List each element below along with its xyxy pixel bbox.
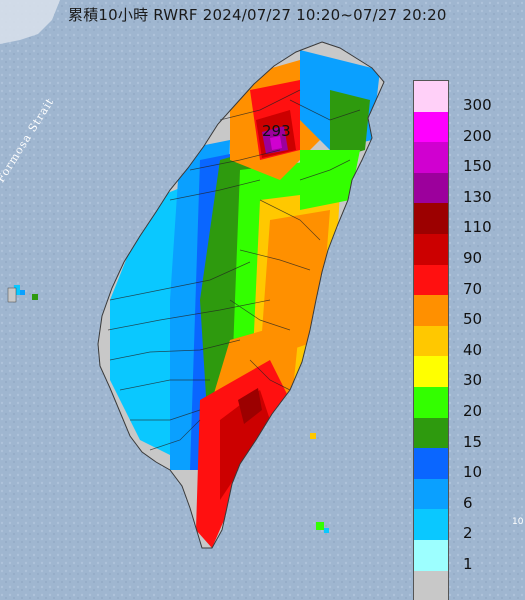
legend-label: 10 — [463, 463, 483, 482]
legend-label: 15 — [463, 432, 483, 451]
legend-swatch — [414, 478, 448, 510]
offshore-echo — [310, 433, 316, 439]
legend-swatch — [414, 417, 448, 449]
legend-swatch — [414, 172, 448, 204]
taiwan-outline — [97, 41, 385, 549]
legend-label: 70 — [463, 279, 483, 298]
legend-label: 40 — [463, 340, 483, 359]
legend-label: 1 — [463, 555, 473, 573]
legend-swatch — [414, 509, 448, 540]
legend-swatch — [414, 448, 448, 479]
legend-swatch — [414, 264, 448, 296]
legend-swatch — [414, 142, 448, 173]
legend-label: 300 — [463, 96, 492, 114]
legend-label: 110 — [463, 218, 492, 237]
offshore-echo — [316, 522, 324, 530]
legend-label: 90 — [463, 249, 483, 267]
legend-swatch — [414, 386, 448, 418]
legend-swatch — [414, 111, 448, 143]
legend-swatch — [414, 570, 448, 600]
offshore-echo — [324, 528, 329, 533]
legend-swatch — [414, 539, 448, 571]
legend-colorbar — [413, 80, 449, 600]
offshore-echo — [14, 285, 20, 295]
legend-label: 50 — [463, 310, 483, 329]
legend-label: 30 — [463, 371, 483, 390]
legend-swatch — [414, 356, 448, 387]
legend-swatch — [414, 295, 448, 326]
legend-swatch — [414, 325, 448, 357]
legend-label: 150 — [463, 157, 492, 176]
edge-number: 10 — [512, 517, 524, 527]
legend-swatch — [414, 233, 448, 265]
penghu-islands — [7, 287, 17, 303]
legend-label: 200 — [463, 126, 492, 145]
legend-label: 130 — [463, 187, 492, 206]
legend-swatch — [414, 203, 448, 234]
legend-label: 2 — [463, 524, 473, 543]
offshore-echo — [32, 294, 38, 300]
coastline-mainland — [0, 0, 60, 44]
map-title: 累積10小時 RWRF 2024/07/27 10:20~07/27 20:20 — [68, 6, 447, 24]
offshore-echo — [20, 290, 25, 295]
legend-swatch — [414, 81, 448, 112]
max-value-label: 293 — [262, 122, 291, 140]
river-lines — [107, 89, 361, 451]
legend-label: 20 — [463, 402, 483, 420]
legend-label: 6 — [463, 493, 473, 512]
